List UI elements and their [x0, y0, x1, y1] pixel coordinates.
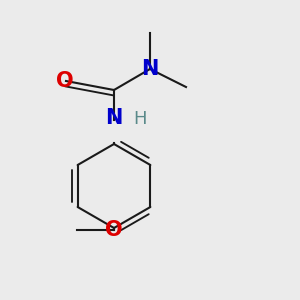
Text: N: N — [141, 59, 159, 79]
Text: H: H — [134, 110, 147, 128]
Text: O: O — [56, 71, 73, 91]
Text: N: N — [105, 109, 123, 128]
Text: O: O — [105, 220, 123, 239]
